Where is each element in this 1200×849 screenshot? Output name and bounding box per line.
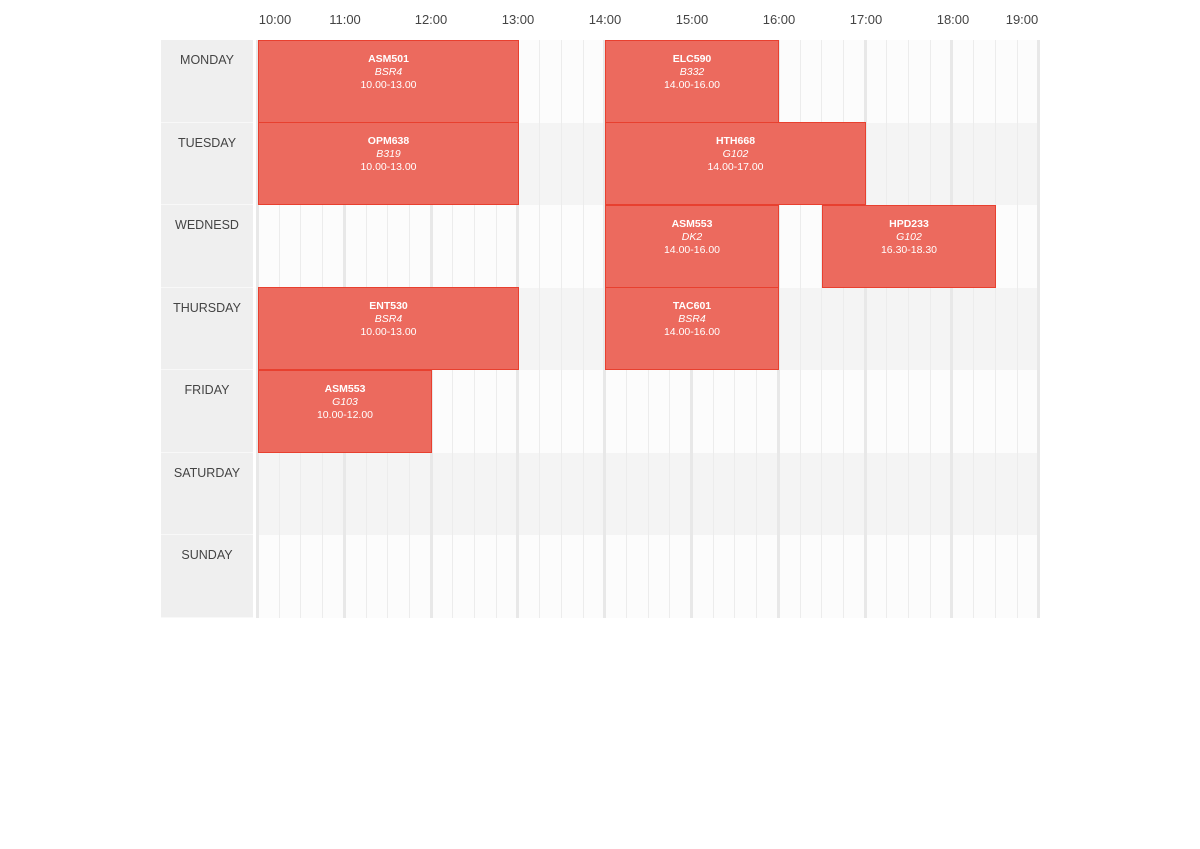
event-block[interactable]: ENT530 BSR4 10.00-13.00 xyxy=(258,287,519,370)
event-room: BSR4 xyxy=(678,313,706,325)
event-code: ELC590 xyxy=(672,53,712,65)
day-label-wednesday: WEDNESD xyxy=(161,205,253,288)
time-label-18: 18:00 xyxy=(936,12,970,27)
event-room: B319 xyxy=(376,148,401,160)
time-label-11: 11:00 xyxy=(329,12,361,27)
event-code: OPM638 xyxy=(367,135,410,147)
day-label-monday: MONDAY xyxy=(161,40,253,123)
time-label-12: 12:00 xyxy=(414,12,448,27)
event-code: TAC601 xyxy=(672,300,712,312)
time-label-10: 10:00 xyxy=(258,12,292,27)
grid-line xyxy=(973,40,975,618)
grid-line xyxy=(582,40,584,618)
event-room: DK2 xyxy=(681,231,703,243)
grid-line xyxy=(994,40,996,618)
grid-line xyxy=(886,40,888,618)
event-room: BSR4 xyxy=(374,313,403,325)
time-label-13: 13:00 xyxy=(501,12,535,27)
event-room: G102 xyxy=(896,231,922,243)
day-label-tuesday: TUESDAY xyxy=(161,122,253,205)
time-label-14: 14:00 xyxy=(588,12,622,27)
event-time: 14.00-16.00 xyxy=(663,326,721,338)
day-label-friday: FRIDAY xyxy=(161,370,253,453)
event-time: 10.00-13.00 xyxy=(360,79,417,91)
event-code: ASM553 xyxy=(671,218,713,230)
event-room: G102 xyxy=(722,148,749,160)
time-label-19: 19:00 xyxy=(1005,12,1039,27)
day-label-thursday: THURSDAY xyxy=(161,287,253,370)
grid-line xyxy=(842,40,844,618)
event-time: 10.00-13.00 xyxy=(360,326,417,338)
event-room: BSR4 xyxy=(374,66,403,78)
grid-line xyxy=(863,40,867,618)
event-block[interactable]: ASM553 G103 10.00-12.00 xyxy=(258,370,432,453)
event-time: 14.00-17.00 xyxy=(707,161,764,173)
event-code: ASM501 xyxy=(368,53,409,65)
grid-line xyxy=(821,40,823,618)
time-label-15: 15:00 xyxy=(675,12,709,27)
time-label-17: 17:00 xyxy=(849,12,883,27)
grid-line xyxy=(908,40,909,618)
event-code: ENT530 xyxy=(369,300,408,312)
grid-line xyxy=(560,40,562,618)
event-room: G103 xyxy=(332,396,358,408)
event-time: 16.30-18.30 xyxy=(880,244,938,256)
schedule-grid: ASM501 BSR4 10.00-13.00 ELC590 B332 14.0… xyxy=(256,40,1041,618)
day-label-sunday: SUNDAY xyxy=(161,535,253,618)
event-code: HPD233 xyxy=(889,218,929,230)
time-label-16: 16:00 xyxy=(762,12,796,27)
event-room: B332 xyxy=(679,66,705,78)
grid-line xyxy=(539,40,541,618)
event-time: 14.00-16.00 xyxy=(663,79,721,91)
grid-line xyxy=(1016,40,1018,618)
grid-line xyxy=(256,40,259,618)
event-block[interactable]: ELC590 B332 14.00-16.00 xyxy=(605,40,779,123)
event-block[interactable]: HTH668 G102 14.00-17.00 xyxy=(605,122,866,205)
grid-line xyxy=(799,40,801,618)
event-time: 10.00-13.00 xyxy=(360,161,417,173)
day-label-saturday: SATURDAY xyxy=(161,452,253,535)
event-code: HTH668 xyxy=(715,135,756,147)
event-block[interactable]: TAC601 BSR4 14.00-16.00 xyxy=(605,287,779,370)
event-time: 10.00-12.00 xyxy=(316,409,374,421)
event-block[interactable]: HPD233 G102 16.30-18.30 xyxy=(822,205,996,288)
event-block[interactable]: ASM501 BSR4 10.00-13.00 xyxy=(258,40,519,123)
event-block[interactable]: ASM553 DK2 14.00-16.00 xyxy=(605,205,779,288)
grid-line xyxy=(1037,40,1041,618)
event-block[interactable]: OPM638 B319 10.00-13.00 xyxy=(258,122,519,205)
grid-line xyxy=(950,40,954,618)
grid-line xyxy=(929,40,931,618)
grid-line xyxy=(603,40,607,618)
event-time: 14.00-16.00 xyxy=(663,244,721,256)
time-axis-header: 10:00 11:00 12:00 13:00 14:00 15:00 16:0… xyxy=(0,0,1200,40)
event-code: ASM553 xyxy=(324,383,366,395)
